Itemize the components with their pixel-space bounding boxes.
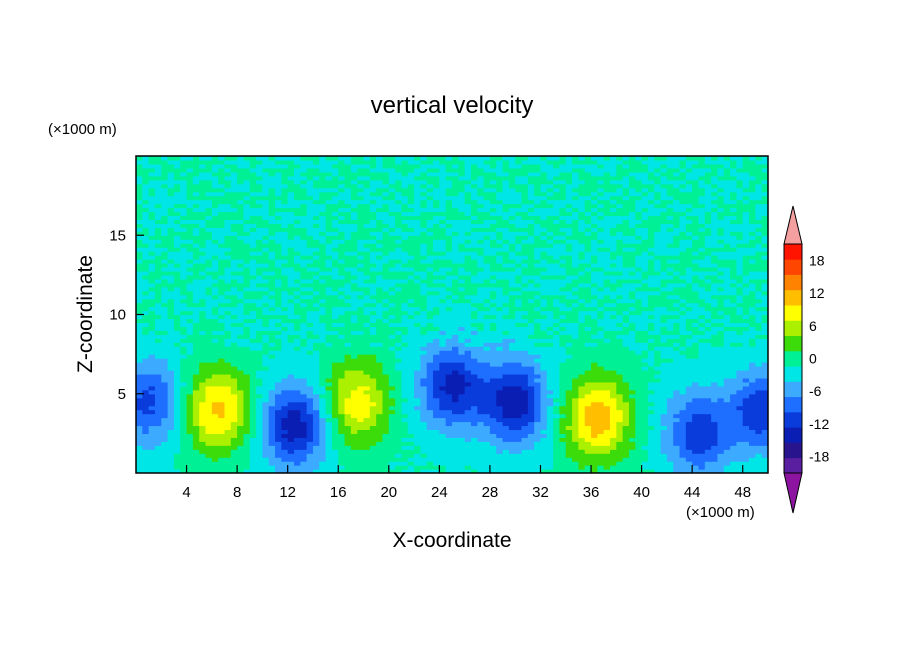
- x-tick-label: 24: [431, 484, 448, 501]
- y-axis: 5 10 15: [109, 227, 144, 403]
- colorbar-frame: [783, 243, 803, 474]
- x-axis: 4 8 12 16 20 24 28 32 36 40 44 48: [182, 465, 751, 501]
- y-tick-label: 5: [118, 386, 126, 403]
- velocity-field: [136, 156, 768, 473]
- x-tick-label: 32: [532, 484, 549, 501]
- colorbar-tick-label: 6: [809, 318, 817, 334]
- y-unit-label: (×1000 m): [48, 121, 117, 138]
- colorbar-swatch: [784, 305, 802, 321]
- field-cells: [136, 156, 768, 473]
- y-tick-label: 15: [109, 227, 126, 244]
- x-tick-label: 28: [482, 484, 499, 501]
- x-unit-label: (×1000 m): [686, 504, 755, 521]
- plot-area: [136, 156, 768, 473]
- colorbar-tick-label: 12: [809, 285, 825, 301]
- chart-title: vertical velocity: [371, 92, 534, 119]
- colorbar-tick-label: -6: [809, 383, 822, 399]
- x-tick-label: 8: [233, 484, 241, 501]
- colorbar-tick-label: 18: [809, 252, 825, 268]
- colorbar-swatch: [784, 457, 802, 474]
- colorbar-swatch: [784, 442, 802, 459]
- colorbar-swatch: [784, 411, 802, 428]
- colorbar-swatch: [784, 381, 802, 398]
- colorbar-tick-label: 0: [809, 351, 817, 367]
- colorbar: -18 -12 -6 0 6 12 18: [783, 205, 829, 514]
- x-tick-label: 48: [734, 484, 751, 501]
- colorbar-swatch: [784, 396, 802, 413]
- colorbar-swatch: [784, 335, 802, 352]
- colorbar-swatch: [784, 244, 802, 260]
- x-tick-label: 16: [330, 484, 347, 501]
- x-tick-label: 4: [182, 484, 190, 501]
- colorbar-swatch: [784, 259, 802, 275]
- x-tick-label: 44: [684, 484, 701, 501]
- colorbar-swatch: [784, 366, 802, 382]
- x-axis-label: X-coordinate: [392, 529, 511, 552]
- colorbar-swatch: [784, 320, 802, 336]
- colorbar-swatch: [784, 350, 802, 367]
- x-tick-label: 20: [380, 484, 397, 501]
- colorbar-swatch: [784, 427, 802, 443]
- y-axis-label: Z-coordinate: [74, 255, 97, 373]
- colorbar-under-triangle: [783, 472, 803, 514]
- colorbar-tick-label: -18: [809, 449, 829, 465]
- colorbar-over-triangle: [783, 205, 803, 245]
- x-tick-label: 12: [279, 484, 296, 501]
- x-tick-label: 36: [583, 484, 600, 501]
- colorbar-swatch: [784, 289, 802, 306]
- x-tick-label: 40: [633, 484, 650, 501]
- colorbar-swatch: [784, 274, 802, 291]
- colorbar-tick-label: -12: [809, 416, 829, 432]
- y-tick-label: 10: [109, 307, 126, 324]
